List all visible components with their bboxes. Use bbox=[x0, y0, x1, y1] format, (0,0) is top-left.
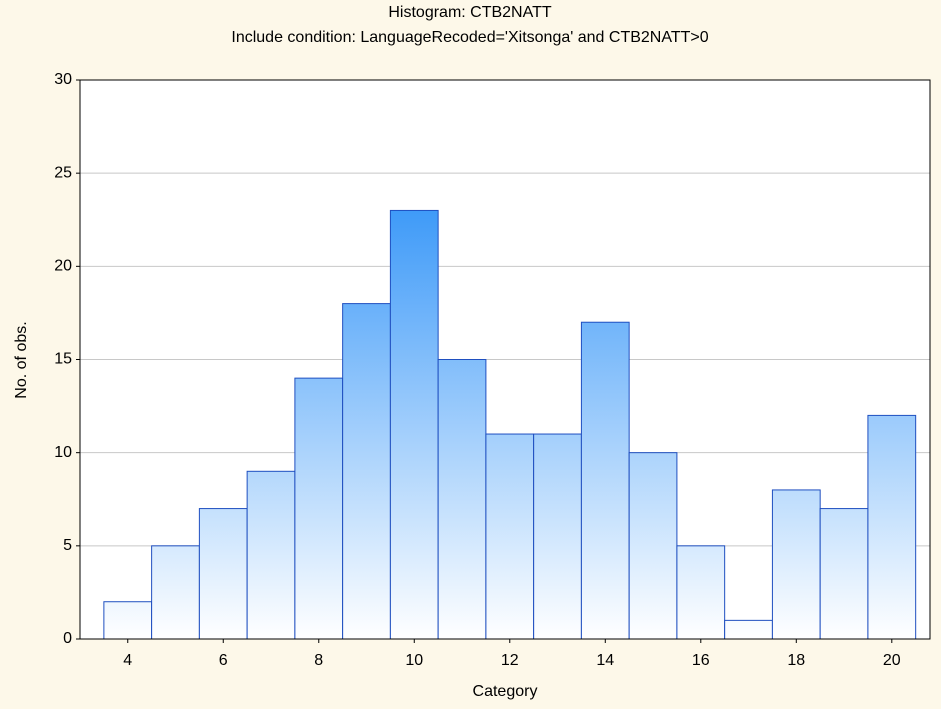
y-tick-label: 20 bbox=[54, 258, 72, 275]
x-axis-label: Category bbox=[473, 683, 538, 700]
chart-title: Histogram: CTB2NATT bbox=[388, 4, 552, 21]
x-tick-label: 16 bbox=[692, 652, 710, 669]
x-tick-label: 10 bbox=[405, 652, 423, 669]
bar bbox=[867, 414, 917, 640]
bar bbox=[724, 619, 773, 640]
bar bbox=[103, 601, 153, 640]
x-tick-label: 12 bbox=[501, 652, 519, 669]
bar bbox=[533, 433, 582, 640]
y-tick-label: 25 bbox=[54, 164, 72, 181]
y-axis-label: No. of obs. bbox=[13, 321, 30, 398]
bar bbox=[485, 433, 535, 640]
bar bbox=[342, 303, 391, 640]
chart-subtitle: Include condition: LanguageRecoded='Xits… bbox=[231, 29, 708, 46]
x-tick-label: 18 bbox=[787, 652, 805, 669]
x-tick-label: 8 bbox=[314, 652, 323, 669]
y-tick-label: 0 bbox=[63, 630, 72, 647]
bar bbox=[580, 321, 630, 640]
bar bbox=[294, 377, 344, 640]
bar bbox=[628, 452, 678, 640]
y-tick-label: 10 bbox=[54, 444, 72, 461]
bar bbox=[437, 359, 487, 640]
bar bbox=[151, 545, 200, 640]
bar bbox=[198, 508, 248, 640]
x-tick-label: 14 bbox=[596, 652, 614, 669]
y-tick-label: 5 bbox=[63, 537, 72, 554]
bar bbox=[246, 470, 296, 640]
bar bbox=[676, 545, 726, 640]
x-tick-label: 20 bbox=[883, 652, 901, 669]
bar bbox=[771, 489, 821, 640]
y-tick-label: 30 bbox=[54, 71, 72, 88]
y-tick-label: 15 bbox=[54, 351, 72, 368]
x-tick-label: 6 bbox=[219, 652, 228, 669]
plot-frame bbox=[79, 79, 931, 640]
bar bbox=[389, 209, 439, 640]
bar bbox=[819, 508, 869, 640]
x-tick-label: 4 bbox=[123, 652, 132, 669]
